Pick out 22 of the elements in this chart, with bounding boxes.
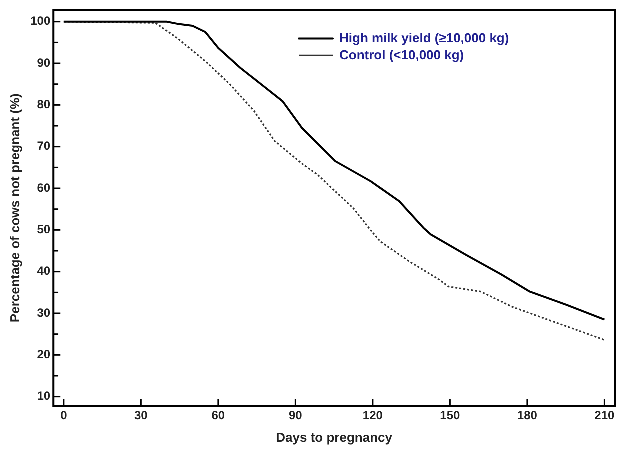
x-tick-label: 120: [362, 408, 384, 423]
x-tick-label: 0: [60, 408, 68, 423]
legend-label: High milk yield (≥10,000 kg): [340, 30, 510, 46]
x-tick-label: 90: [289, 408, 303, 423]
y-tick-label: 90: [37, 56, 51, 70]
x-axis-title: Days to pregnancy: [276, 430, 394, 445]
x-tick-label: 180: [517, 408, 538, 423]
y-tick-label: 70: [37, 139, 51, 154]
y-axis-title: Percentage of cows not pregnant (%): [7, 94, 22, 323]
x-tick-label: 150: [440, 408, 461, 423]
x-tick-label: 210: [594, 408, 616, 423]
y-tick-label: 60: [37, 180, 51, 195]
y-tick-label: 50: [37, 222, 51, 236]
legend-label: Control (<10,000 kg): [340, 47, 464, 62]
y-tick-label: 100: [30, 14, 51, 28]
x-tick-label: 30: [134, 408, 148, 423]
y-tick-label: 80: [37, 98, 51, 112]
x-tick-label: 60: [212, 408, 226, 423]
y-tick-label: 10: [37, 389, 51, 404]
y-tick-label: 40: [37, 264, 51, 278]
y-tick-label: 20: [37, 347, 51, 362]
y-tick-label: 30: [37, 306, 51, 320]
